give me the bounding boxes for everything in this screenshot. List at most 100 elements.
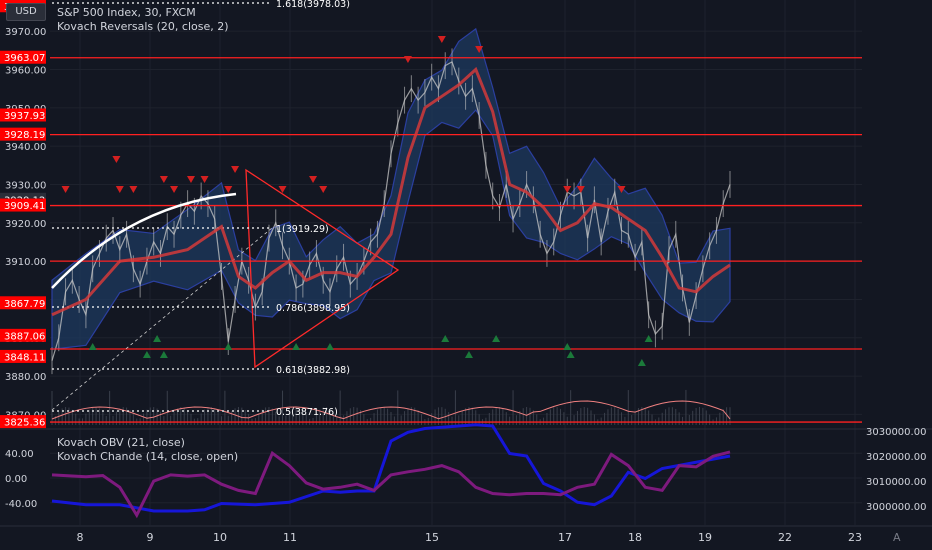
fib-level-label: 0.618(3882.98) [276, 365, 350, 376]
up-marker [292, 343, 301, 350]
y-tick-label: 3930.00 [5, 180, 46, 191]
price-label-text: 3887.06 [4, 331, 45, 342]
chande-line [51, 450, 731, 519]
currency-button[interactable]: USD [6, 3, 46, 21]
fib-level-label: 0.786(3898.95) [276, 303, 350, 314]
down-marker [617, 186, 626, 193]
fib-levels: 1.618(3978.03) 1(3919.29) 0.786(3898.95) 0.… [52, 0, 350, 418]
down-marker [200, 176, 209, 183]
x-tick-label: 23 [848, 531, 862, 544]
x-tick-label: 11 [283, 531, 297, 544]
down-marker [576, 186, 585, 193]
obv-line [51, 423, 731, 513]
fib-level-label: 1(3919.29) [276, 224, 329, 235]
y-tick-label: 3910.00 [5, 257, 46, 268]
y-tick-label: 3970.00 [5, 27, 46, 38]
down-marker [186, 176, 195, 183]
up-marker [492, 335, 501, 342]
chande-label: Kovach Chande (14, close, open) [57, 450, 239, 463]
down-marker [309, 176, 318, 183]
price-label-box [0, 198, 46, 212]
trend-drawings [51, 168, 400, 411]
price-label-box [0, 127, 46, 141]
x-tick-label: 19 [698, 531, 712, 544]
down-marker [437, 36, 446, 43]
x-tick-label: 9 [147, 531, 154, 544]
price-label-box [0, 415, 46, 429]
sub-y-tick-right: 3010000.00 [866, 477, 926, 488]
price-label-text: 3928.19 [4, 130, 45, 141]
x-tick-label: 22 [778, 531, 792, 544]
y-tick-label: 3940.00 [5, 142, 46, 153]
price-label-box [0, 50, 46, 64]
price-labels: 3978.033963.073937.933928.193929.123909.… [0, 0, 46, 429]
kovach-bands [51, 27, 731, 350]
moving-average [51, 66, 731, 317]
up-marker [464, 351, 473, 358]
y-tick-label: 3960.00 [5, 65, 46, 76]
price-label-text: 3848.11 [4, 352, 45, 363]
sub-y-tick-left: 40.00 [5, 449, 34, 460]
reversal-markers [61, 36, 653, 366]
up-marker [159, 351, 168, 358]
down-marker [224, 186, 233, 193]
up-marker [563, 343, 572, 350]
down-marker [112, 156, 121, 163]
x-tick-label: 8 [77, 531, 84, 544]
down-marker [278, 186, 287, 193]
ma-line [51, 66, 731, 317]
y-tick-label: 3920.00 [5, 219, 46, 230]
volume-series [51, 389, 731, 425]
down-marker [170, 186, 179, 193]
arc-drawing [51, 192, 237, 289]
up-marker [325, 343, 334, 350]
sub-y-tick-left: -40.00 [5, 499, 37, 510]
x-tick-label: 10 [213, 531, 227, 544]
sub-y-tick-right: 3000000.00 [866, 502, 926, 513]
price-label-box [0, 296, 46, 310]
down-marker [61, 186, 70, 193]
down-marker [319, 186, 328, 193]
price-label-box [0, 349, 46, 363]
down-marker [159, 176, 168, 183]
up-marker [637, 359, 646, 366]
price-label-text: 3867.79 [4, 299, 45, 310]
up-marker [88, 343, 97, 350]
x-tick-label: 17 [558, 531, 572, 544]
price-series [51, 48, 731, 375]
fib-level-label: 0.5(3871.76) [276, 407, 338, 418]
x-axis: 8 9 10 11 15 17 18 19 22 23 [0, 525, 932, 544]
y-tick-label: 3880.00 [5, 372, 46, 383]
x-tick-label: 15 [425, 531, 439, 544]
obv-label: Kovach OBV (21, close) [57, 436, 185, 449]
price-label-box [0, 108, 46, 122]
price-label-text: 3963.07 [4, 53, 45, 64]
down-marker [403, 56, 412, 63]
price-label-box [0, 328, 46, 342]
auto-scale-button[interactable]: A [893, 531, 901, 544]
price-label-text: 3909.41 [4, 201, 45, 212]
sub-y-tick-right: 3030000.00 [866, 427, 926, 438]
price-label-text: 3937.93 [4, 111, 45, 122]
oscillator-pane: 40.00 0.00 -40.00 3030000.00 3020000.00 30100… [0, 423, 932, 519]
up-marker [644, 335, 653, 342]
triangle-drawing [245, 168, 400, 369]
indicator-label: Kovach Reversals (20, close, 2) [57, 20, 229, 33]
down-marker [115, 186, 124, 193]
horizontal-levels [50, 0, 862, 423]
up-marker [153, 335, 162, 342]
sub-y-tick-left: 0.00 [5, 474, 27, 485]
kovach-band-area [51, 27, 731, 350]
volume-line [51, 400, 731, 420]
down-marker [475, 46, 484, 53]
x-tick-label: 18 [628, 531, 642, 544]
up-marker [566, 351, 575, 358]
up-marker [224, 343, 233, 350]
price-label-text: 3825.36 [4, 418, 45, 429]
sub-y-tick-right: 3020000.00 [866, 452, 926, 463]
down-marker [231, 166, 240, 173]
up-marker [441, 335, 450, 342]
down-marker [563, 186, 572, 193]
fib-level-label: 1.618(3978.03) [276, 0, 350, 10]
